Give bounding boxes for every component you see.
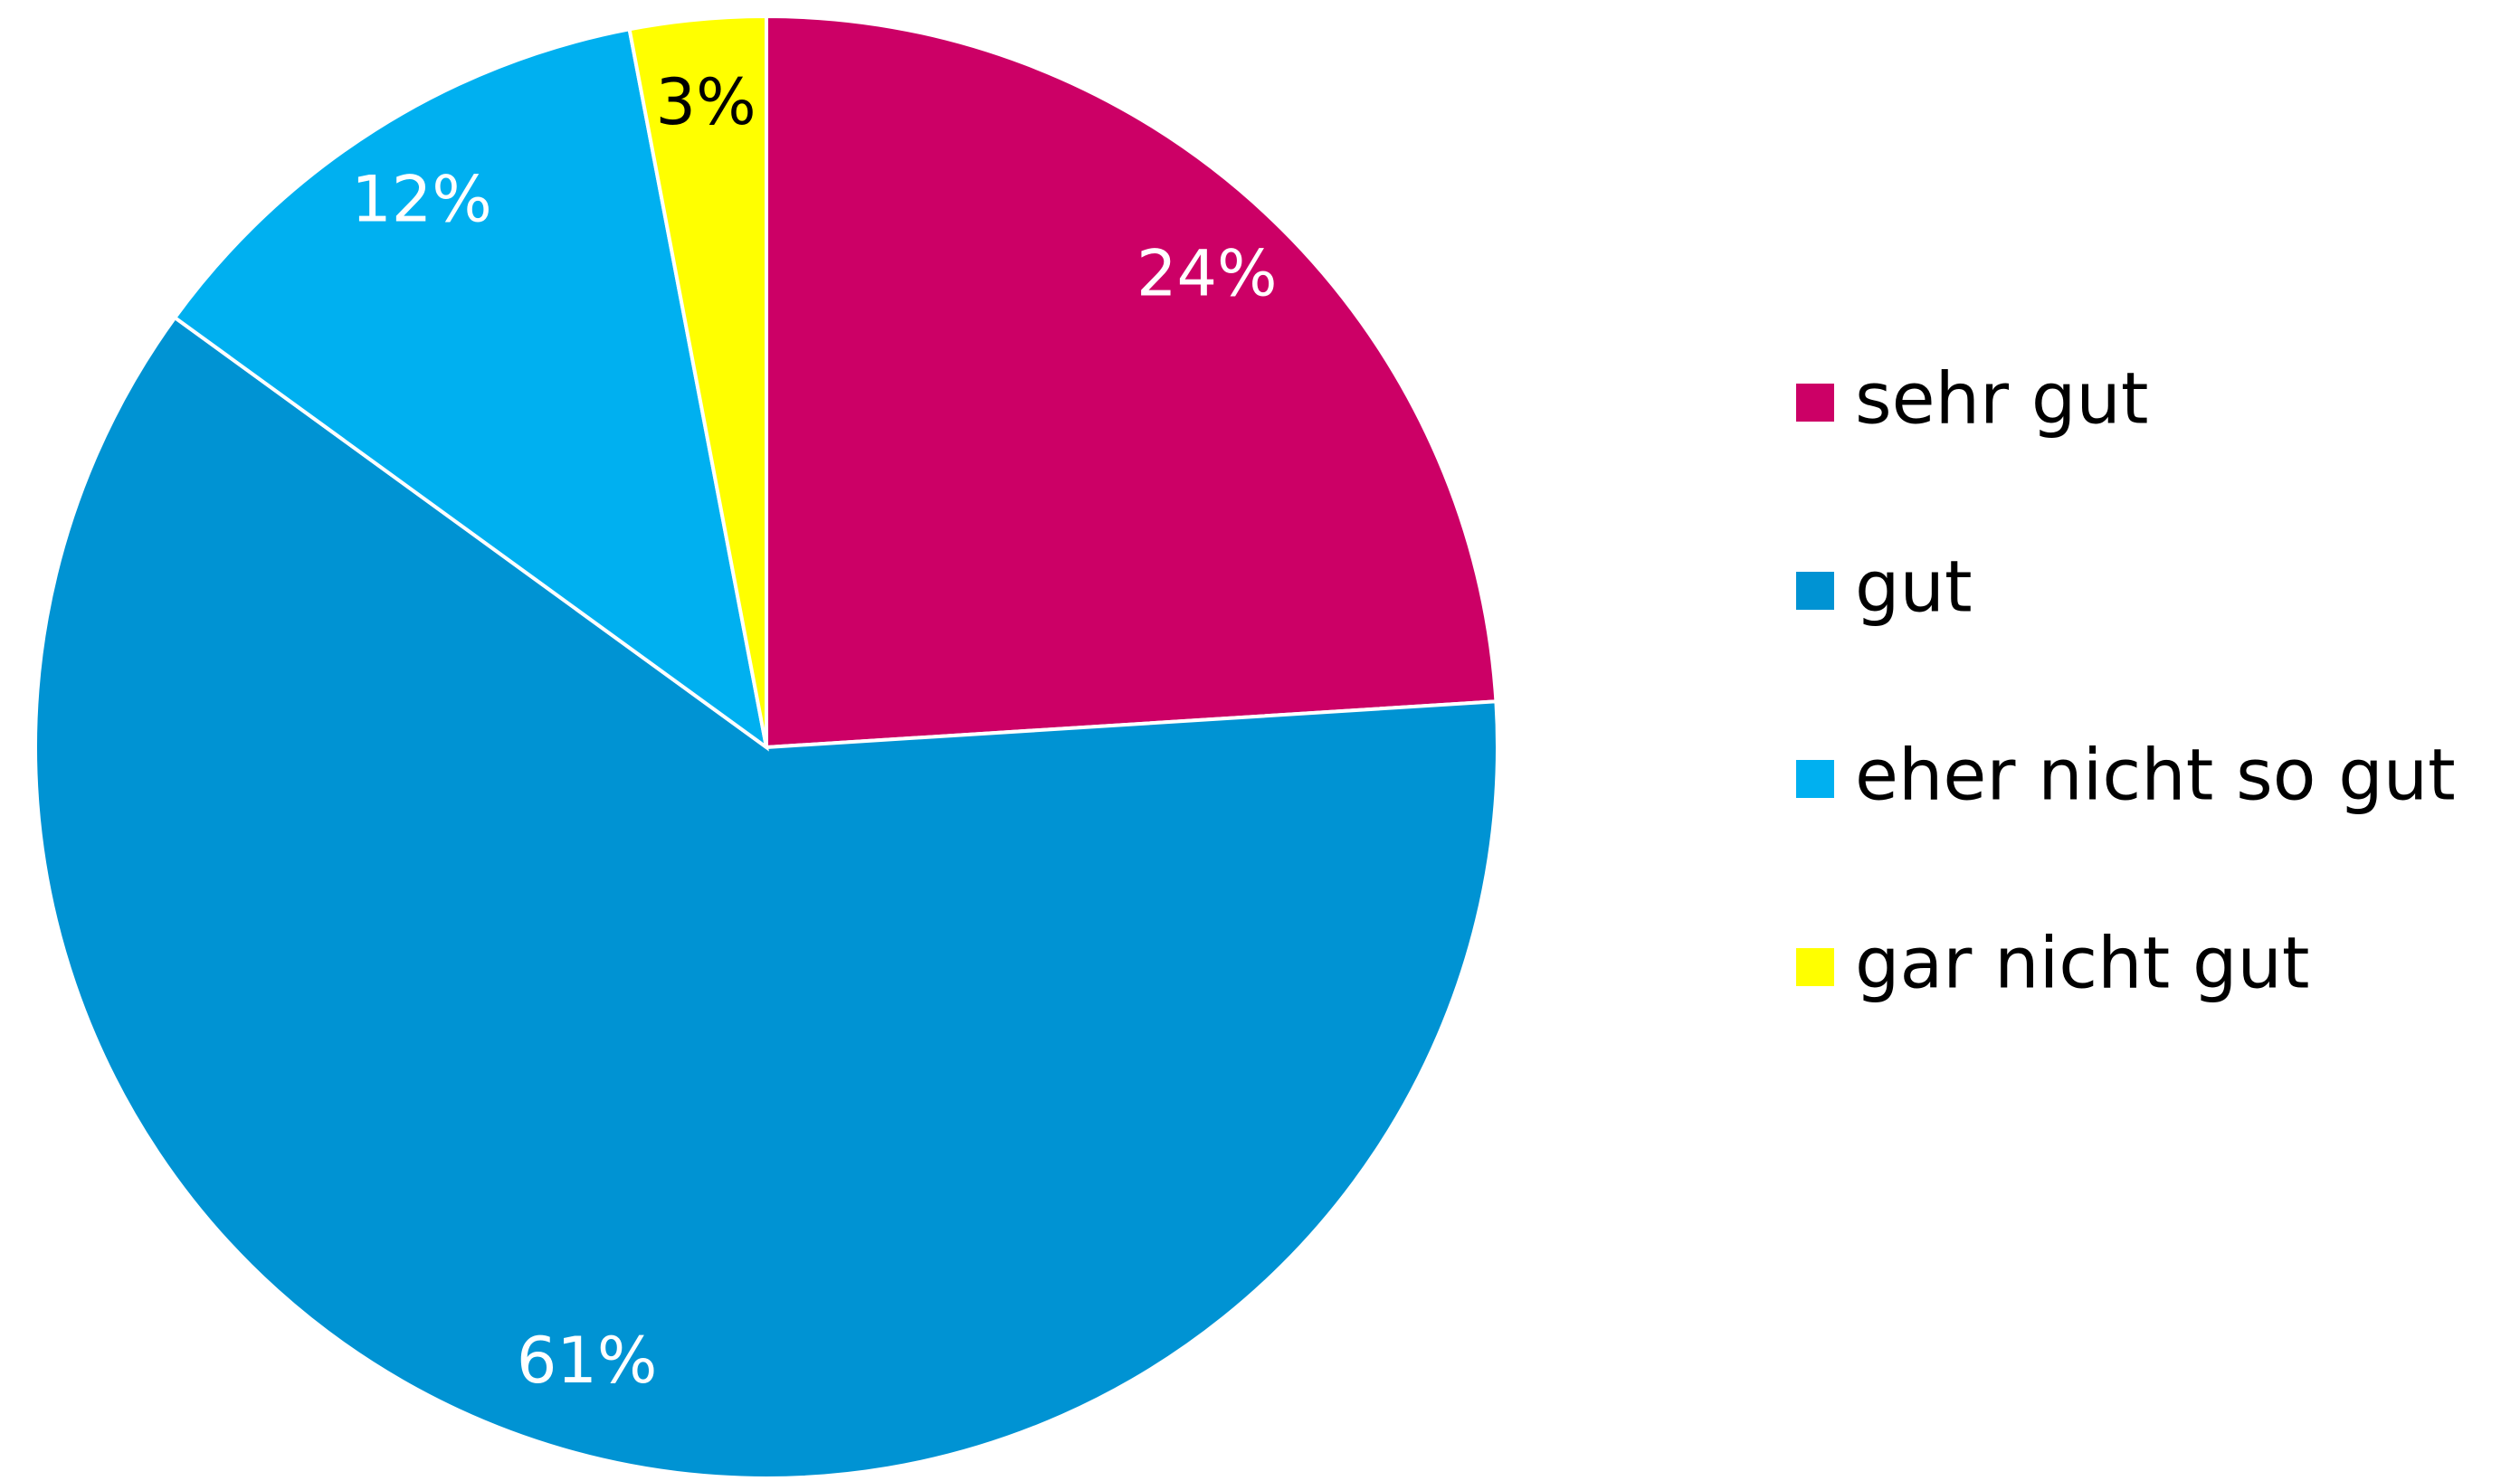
legend-swatch	[1796, 384, 1834, 422]
legend-swatch	[1796, 948, 1834, 986]
data-label: 3%	[656, 65, 756, 139]
legend-label: gut	[1855, 546, 1973, 628]
legend-swatch	[1796, 760, 1834, 798]
data-label: 12%	[351, 163, 492, 237]
pie-slice	[627, 14, 768, 748]
legend-label: gar nicht gut	[1855, 923, 2310, 1004]
data-label: 61%	[517, 1324, 658, 1398]
pie-slice	[33, 315, 1499, 1480]
legend-label: sehr gut	[1855, 358, 2148, 440]
pie-slice	[765, 14, 1498, 750]
legend-swatch	[1796, 572, 1834, 610]
pie-slice	[172, 26, 769, 752]
data-label: 24%	[1136, 237, 1278, 311]
legend-label: eher nicht so gut	[1855, 735, 2456, 816]
